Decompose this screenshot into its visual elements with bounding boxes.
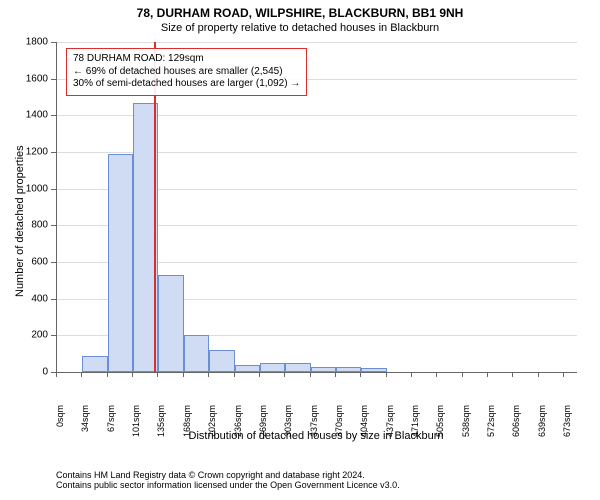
histogram-bar xyxy=(235,365,260,372)
x-tick-label: 505sqm xyxy=(435,405,445,453)
x-tick xyxy=(81,372,82,377)
histogram-bar xyxy=(158,275,183,372)
y-tick xyxy=(51,225,56,226)
annotation-line-2: ← 69% of detached houses are smaller (2,… xyxy=(73,66,300,79)
y-tick xyxy=(51,335,56,336)
y-tick-label: 200 xyxy=(0,330,48,341)
x-tick-label: 236sqm xyxy=(233,405,243,453)
x-tick xyxy=(183,372,184,377)
x-tick xyxy=(462,372,463,377)
histogram-bar xyxy=(285,363,310,372)
y-tick-label: 1200 xyxy=(0,147,48,158)
annotation-box: 78 DURHAM ROAD: 129sqm ← 69% of detached… xyxy=(66,48,307,96)
x-tick xyxy=(436,372,437,377)
x-tick-label: 269sqm xyxy=(258,405,268,453)
histogram-bar xyxy=(184,335,209,372)
x-tick-label: 0sqm xyxy=(55,405,65,453)
x-tick-label: 370sqm xyxy=(334,405,344,453)
y-tick-label: 800 xyxy=(0,220,48,231)
y-tick xyxy=(51,42,56,43)
x-tick xyxy=(563,372,564,377)
histogram-bar xyxy=(108,154,133,372)
x-tick-label: 34sqm xyxy=(80,405,90,453)
x-tick-label: 572sqm xyxy=(486,405,496,453)
x-tick-label: 538sqm xyxy=(461,405,471,453)
x-tick xyxy=(56,372,57,377)
x-tick xyxy=(386,372,387,377)
chart-container: 78, DURHAM ROAD, WILPSHIRE, BLACKBURN, B… xyxy=(0,0,600,500)
x-tick-label: 67sqm xyxy=(106,405,116,453)
x-tick-label: 168sqm xyxy=(182,405,192,453)
x-tick-label: 673sqm xyxy=(562,405,572,453)
x-tick xyxy=(132,372,133,377)
x-tick-label: 606sqm xyxy=(511,405,521,453)
annotation-line-1: 78 DURHAM ROAD: 129sqm xyxy=(73,53,300,66)
y-tick-label: 1800 xyxy=(0,37,48,48)
y-tick xyxy=(51,189,56,190)
y-tick xyxy=(51,262,56,263)
x-tick-label: 437sqm xyxy=(385,405,395,453)
y-tick xyxy=(51,115,56,116)
x-tick xyxy=(208,372,209,377)
footnote-line-2: Contains public sector information licen… xyxy=(56,480,400,490)
x-tick xyxy=(538,372,539,377)
y-tick-label: 400 xyxy=(0,293,48,304)
x-tick-label: 337sqm xyxy=(309,405,319,453)
y-tick xyxy=(51,152,56,153)
x-tick xyxy=(310,372,311,377)
y-tick-label: 1400 xyxy=(0,110,48,121)
gridline xyxy=(57,42,577,43)
x-tick xyxy=(411,372,412,377)
x-tick xyxy=(335,372,336,377)
chart-subtitle: Size of property relative to detached ho… xyxy=(0,22,600,34)
footnote: Contains HM Land Registry data © Crown c… xyxy=(56,470,400,490)
y-tick-label: 0 xyxy=(0,367,48,378)
histogram-bar xyxy=(209,350,234,372)
y-tick-label: 1600 xyxy=(0,73,48,84)
histogram-bar xyxy=(260,363,285,372)
x-tick xyxy=(234,372,235,377)
chart-title: 78, DURHAM ROAD, WILPSHIRE, BLACKBURN, B… xyxy=(0,6,600,20)
x-tick xyxy=(360,372,361,377)
x-tick xyxy=(487,372,488,377)
x-tick-label: 202sqm xyxy=(207,405,217,453)
histogram-bar xyxy=(311,367,336,373)
x-tick-label: 471sqm xyxy=(410,405,420,453)
x-tick-label: 639sqm xyxy=(537,405,547,453)
annotation-line-3: 30% of semi-detached houses are larger (… xyxy=(73,78,300,91)
x-tick xyxy=(157,372,158,377)
y-tick-label: 600 xyxy=(0,257,48,268)
histogram-bar xyxy=(361,368,386,372)
x-tick xyxy=(284,372,285,377)
x-tick-label: 135sqm xyxy=(156,405,166,453)
y-tick-label: 1000 xyxy=(0,183,48,194)
histogram-bar xyxy=(336,367,361,372)
x-tick xyxy=(259,372,260,377)
x-tick xyxy=(107,372,108,377)
y-tick xyxy=(51,299,56,300)
x-tick-label: 404sqm xyxy=(359,405,369,453)
x-tick xyxy=(512,372,513,377)
y-tick xyxy=(51,79,56,80)
x-tick-label: 101sqm xyxy=(131,405,141,453)
footnote-line-1: Contains HM Land Registry data © Crown c… xyxy=(56,470,400,480)
histogram-bar xyxy=(82,356,107,373)
x-tick-label: 303sqm xyxy=(283,405,293,453)
